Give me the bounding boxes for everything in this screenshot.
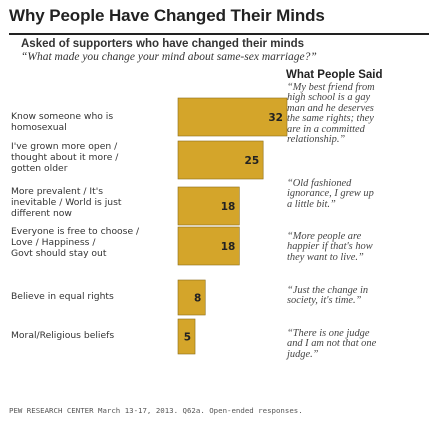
quote-change-in-society: “Just the change in society, it's time.” xyxy=(287,285,369,307)
chart-title: Why People Have Changed Their Minds xyxy=(9,6,325,25)
category-label-more-prevalent: More prevalent / It's inevitable / World… xyxy=(11,186,122,219)
category-label-know-someone: Know someone who is homosexual xyxy=(11,111,114,133)
bar-value-grown-more-open: 25 xyxy=(245,155,260,167)
quote-best-friend: “My best friend from high school is a ga… xyxy=(287,82,375,146)
category-label-moral-religious: Moral/Religious beliefs xyxy=(11,330,115,341)
source-footer: PEW RESEARCH CENTER March 13-17, 2013. Q… xyxy=(9,406,303,415)
category-label-equal-rights: Believe in equal rights xyxy=(11,291,114,302)
quote-old-fashioned: “Old fashioned ignorance, I grew up a li… xyxy=(287,178,374,210)
quote-one-judge: “There is one judge and I am not that on… xyxy=(287,328,377,360)
bar-free-to-choose xyxy=(177,226,240,266)
bar-know-someone xyxy=(177,97,288,137)
quote-happier: “More people are happier if that's how t… xyxy=(287,231,373,263)
chart-subtitle: Asked of supporters who have changed the… xyxy=(21,38,305,50)
category-label-free-to-choose: Everyone is free to choose / Love / Happ… xyxy=(11,226,140,259)
quotes-header: What People Said xyxy=(286,69,383,81)
bar-value-equal-rights: 8 xyxy=(194,293,201,305)
title-rule xyxy=(9,33,429,35)
bar-value-know-someone: 32 xyxy=(268,112,283,124)
category-label-grown-more-open: I've grown more open / thought about it … xyxy=(11,141,119,174)
bar-value-free-to-choose: 18 xyxy=(221,241,236,253)
bar-value-more-prevalent: 18 xyxy=(221,201,236,213)
bar-moral-religious xyxy=(177,318,196,355)
bar-more-prevalent xyxy=(177,186,240,226)
bar-grown-more-open xyxy=(177,140,264,180)
survey-question: “What made you change your mind about sa… xyxy=(21,51,317,63)
bar-value-moral-religious: 5 xyxy=(184,332,191,344)
bar-equal-rights xyxy=(177,279,206,316)
